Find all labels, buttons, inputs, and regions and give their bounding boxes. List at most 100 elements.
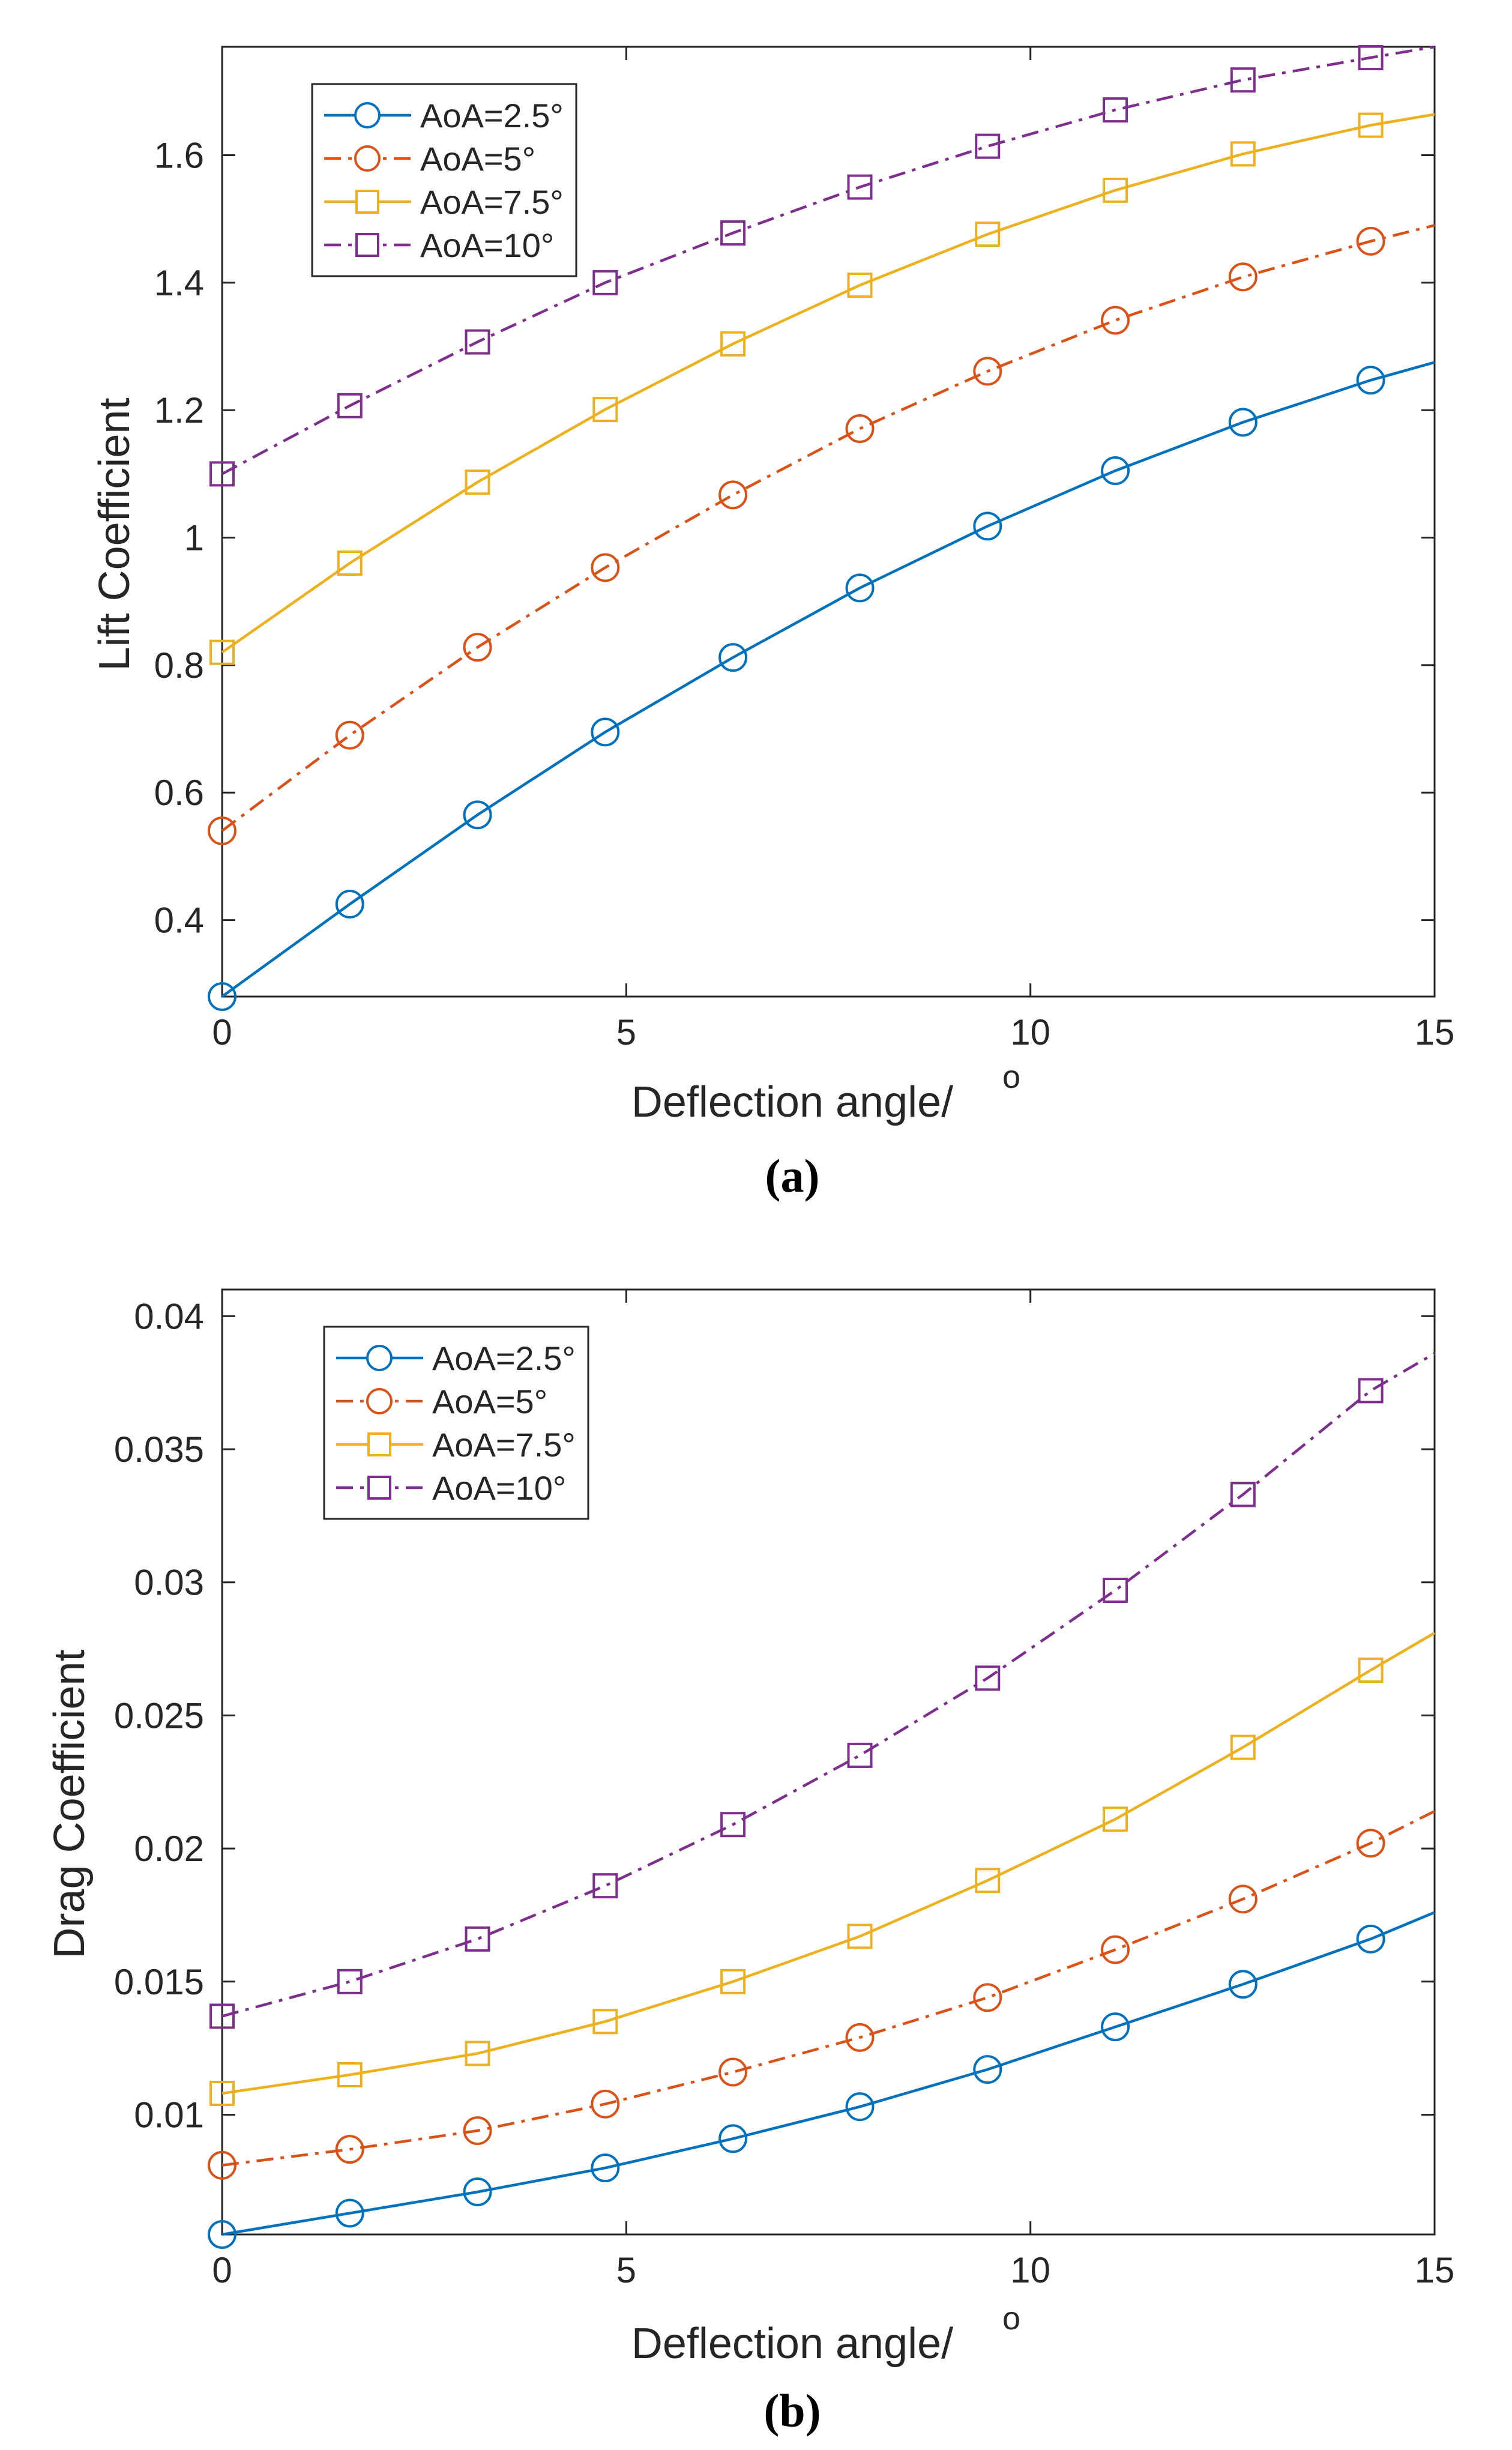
data-point bbox=[209, 2003, 235, 2029]
data-point bbox=[208, 2150, 236, 2180]
legend-label: AoA=10° bbox=[420, 226, 554, 264]
y-tick-label: 0.01 bbox=[134, 2095, 204, 2135]
legend-label: AoA=7.5° bbox=[432, 1426, 576, 1464]
data-point bbox=[845, 414, 875, 443]
data-point bbox=[335, 2198, 364, 2228]
data-point bbox=[845, 2023, 875, 2052]
data-point bbox=[465, 329, 490, 355]
panel-caption-b: (b) bbox=[764, 2385, 821, 2437]
data-point bbox=[975, 133, 1001, 159]
drag-coefficient-chart: 0 5 10 15 0.01 0.015 0.02 0.025 0.03 0.035 0.04 Ao… bbox=[46, 1288, 1455, 2437]
legend-entry: AoA=5° bbox=[324, 140, 535, 178]
series-line-3 bbox=[221, 113, 1435, 654]
data-point bbox=[1356, 226, 1385, 256]
legend-marker bbox=[355, 190, 379, 214]
data-point bbox=[720, 1969, 746, 1994]
data-point bbox=[1358, 112, 1384, 138]
y-axis-label: Drag Coefficient bbox=[46, 1650, 94, 1959]
data-point bbox=[1358, 1378, 1384, 1404]
data-point bbox=[465, 2041, 490, 2066]
data-point bbox=[209, 639, 235, 665]
legend-marker bbox=[355, 233, 379, 257]
data-point bbox=[465, 1926, 490, 1952]
data-point bbox=[337, 393, 363, 418]
data-point bbox=[209, 461, 235, 487]
data-point bbox=[463, 2177, 492, 2207]
legend-label: AoA=2.5° bbox=[420, 97, 564, 134]
data-point bbox=[1228, 1970, 1257, 1999]
data-point bbox=[592, 1873, 618, 1899]
x-tick-label: 5 bbox=[616, 1012, 636, 1052]
legend-entry: AoA=5° bbox=[336, 1383, 547, 1420]
legend-entry: AoA=10° bbox=[336, 1469, 566, 1507]
data-point bbox=[1101, 2012, 1130, 2042]
data-point bbox=[463, 2116, 492, 2146]
data-point bbox=[1230, 1734, 1256, 1760]
y-tick-label: 0.8 bbox=[154, 645, 204, 686]
data-point bbox=[973, 1983, 1002, 2012]
figure-panel-a: 0 5 10 15 0.4 0.6 0.8 1 1.2 1.4 1.6 AoA=2.5° AoA=5°… bbox=[0, 0, 1512, 1213]
data-point bbox=[1228, 1884, 1257, 1914]
series-line-2 bbox=[221, 224, 1435, 832]
legend-label: AoA=7.5° bbox=[420, 183, 564, 221]
data-point bbox=[718, 2057, 748, 2087]
x-axis-label: Deflection angle/ bbox=[631, 2320, 953, 2368]
y-tick-label: 1.4 bbox=[154, 263, 204, 303]
legend-entry: AoA=10° bbox=[324, 226, 554, 264]
data-point bbox=[975, 222, 1001, 247]
data-point bbox=[1230, 67, 1256, 93]
series-line-3 bbox=[221, 1632, 1436, 2095]
data-point bbox=[845, 2092, 875, 2122]
data-point bbox=[337, 1969, 363, 1994]
panel-caption-a: (a) bbox=[765, 1150, 820, 1202]
data-point bbox=[592, 270, 618, 295]
data-point bbox=[1356, 1924, 1385, 1954]
legend-marker bbox=[367, 1432, 391, 1456]
data-point bbox=[973, 511, 1002, 541]
legend-marker bbox=[367, 1476, 391, 1500]
data-point bbox=[591, 2153, 620, 2183]
data-point bbox=[718, 643, 748, 672]
series-line-4 bbox=[221, 45, 1435, 475]
x-tick-label: 0 bbox=[212, 2250, 232, 2290]
data-point bbox=[720, 331, 746, 357]
x-axis-label-degree: o bbox=[1002, 1059, 1020, 1095]
data-point bbox=[1101, 306, 1130, 335]
x-tick-label: 15 bbox=[1415, 2250, 1455, 2290]
y-tick-label: 1.6 bbox=[154, 135, 204, 175]
x-tick-label: 5 bbox=[616, 2250, 636, 2290]
data-point bbox=[337, 551, 363, 576]
data-point bbox=[463, 800, 492, 830]
data-point bbox=[973, 357, 1002, 386]
data-point bbox=[975, 1868, 1001, 1893]
data-point bbox=[335, 2135, 364, 2164]
data-point bbox=[1358, 1658, 1384, 1683]
legend-label: AoA=5° bbox=[432, 1383, 547, 1420]
data-point bbox=[720, 1812, 746, 1838]
data-point bbox=[847, 273, 873, 298]
data-point bbox=[1230, 141, 1256, 167]
data-point bbox=[1101, 456, 1130, 486]
lift-coefficient-chart: 0 5 10 15 0.4 0.6 0.8 1 1.2 1.4 1.6 AoA=2.5° AoA=5°… bbox=[91, 45, 1455, 1202]
data-point bbox=[1101, 1935, 1130, 1964]
x-tick-label: 15 bbox=[1415, 1012, 1455, 1052]
legend-entry: AoA=2.5° bbox=[324, 97, 564, 134]
data-point bbox=[1103, 97, 1128, 123]
data-point bbox=[718, 2124, 748, 2153]
data-point bbox=[592, 2009, 618, 2035]
y-axis-label: Lift Coefficient bbox=[91, 398, 139, 671]
data-point bbox=[1356, 1829, 1385, 1858]
y-tick-label: 1.2 bbox=[154, 390, 204, 430]
y-tick-label: 0.6 bbox=[154, 773, 204, 813]
data-point bbox=[1356, 366, 1385, 395]
data-point bbox=[591, 717, 620, 747]
data-point bbox=[975, 1665, 1001, 1691]
series-line-2 bbox=[221, 1809, 1436, 2167]
legend-label: AoA=10° bbox=[432, 1469, 566, 1507]
legend-marker bbox=[354, 145, 381, 172]
data-point bbox=[592, 397, 618, 423]
data-point bbox=[337, 2062, 363, 2087]
data-point bbox=[1103, 1578, 1128, 1604]
data-point bbox=[591, 2089, 620, 2119]
data-point bbox=[1230, 1482, 1256, 1507]
